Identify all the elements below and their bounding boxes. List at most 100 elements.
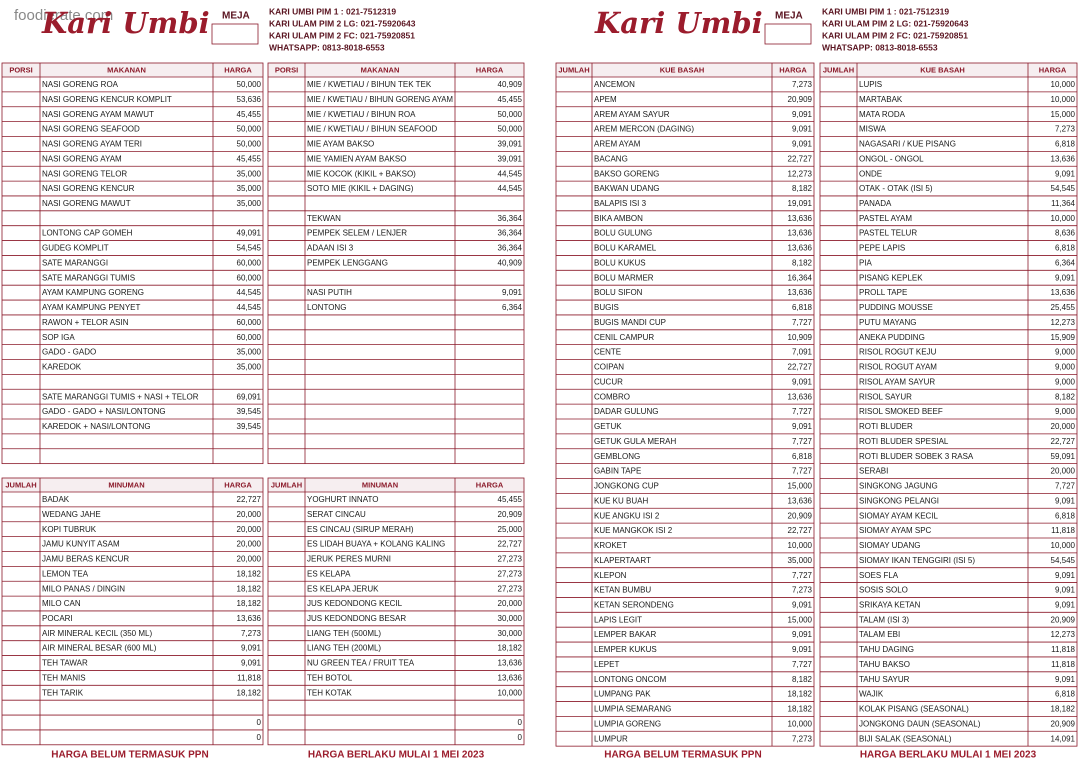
item-name: ES KELAPA (307, 569, 351, 578)
item-price: 27,273 (498, 569, 523, 578)
item-name: KOPI TUBRUK (42, 525, 97, 534)
item-name: TALAM (ISI 3) (859, 615, 909, 624)
item-price: 36,364 (498, 244, 523, 253)
item-name: AREM AYAM (594, 140, 641, 149)
item-price: 11,818 (1051, 645, 1075, 654)
item-name: BOLU KUKUS (594, 258, 646, 267)
column-header: HARGA (224, 480, 252, 489)
item-name: KAREDOK + NASI/LONTONG (42, 422, 151, 431)
item-price: 10,000 (1051, 541, 1076, 550)
item-name: KLAPERTAART (594, 556, 651, 565)
column-header: MAKANAN (361, 65, 400, 74)
item-price: 50,000 (498, 110, 523, 119)
item-name: PIA (859, 258, 873, 267)
item-price: 0 (518, 718, 523, 727)
column-header: HARGA (476, 65, 504, 74)
item-price: 9,091 (792, 645, 813, 654)
item-name: NASI GORENG AYAM MAWUT (42, 110, 154, 119)
footer-note: HARGA BERLAKU MULAI 1 MEI 2023 (860, 750, 1037, 761)
item-price: 9,091 (1055, 586, 1076, 595)
item-price: 9,000 (1055, 407, 1076, 416)
item-price: 12,273 (1051, 630, 1076, 639)
item-price: 7,273 (792, 734, 813, 743)
item-price: 13,636 (788, 496, 813, 505)
item-name: BACANG (594, 154, 628, 163)
column-header: JUMLAH (558, 65, 589, 74)
item-price: 0 (518, 733, 523, 742)
item-name: GADO - GADO (42, 348, 96, 357)
item-price: 9,091 (792, 125, 813, 134)
item-price: 30,000 (498, 614, 523, 623)
item-price: 20,000 (237, 540, 262, 549)
item-price: 18,182 (237, 569, 262, 578)
item-name: TEH MANIS (42, 673, 86, 682)
item-name: PISANG KEPLEK (859, 273, 923, 282)
item-price: 9,091 (1055, 675, 1076, 684)
item-price: 50,000 (237, 125, 262, 134)
item-price: 20,000 (237, 555, 262, 564)
item-name: PEMPEK SELEM / LENJER (307, 229, 407, 238)
item-name: JAMU KUNYIT ASAM (42, 540, 120, 549)
item-price: 19,091 (788, 199, 813, 208)
item-price: 35,000 (237, 184, 262, 193)
table-header-bg (268, 63, 524, 77)
item-price: 18,182 (237, 688, 262, 697)
item-price: 9,000 (1055, 377, 1076, 386)
item-name: JONGKONG DAUN (SEASONAL) (859, 719, 981, 728)
item-price: 6,818 (1055, 690, 1076, 699)
item-name: LONTONG CAP GOMEH (42, 229, 133, 238)
item-name: ADAAN ISI 3 (307, 244, 354, 253)
item-price: 39,091 (498, 140, 523, 149)
item-name: NASI GORENG AYAM (42, 154, 122, 163)
item-price: 13,636 (1051, 288, 1076, 297)
item-name: TAHU SAYUR (859, 675, 910, 684)
item-name: WAJIK (859, 690, 884, 699)
item-price: 9,091 (792, 140, 813, 149)
item-name: BADAK (42, 495, 70, 504)
item-price: 45,455 (498, 95, 523, 104)
item-price: 12,273 (788, 169, 813, 178)
item-name: PASTEL AYAM (859, 214, 912, 223)
item-name: LIANG TEH (500ML) (307, 629, 381, 638)
item-price: 9,091 (241, 659, 262, 668)
item-price: 13,636 (498, 659, 523, 668)
item-price: 7,727 (792, 407, 813, 416)
item-name: PEMPEK LENGGANG (307, 258, 388, 267)
item-price: 45,455 (237, 110, 262, 119)
logo: Kari Umbi (594, 6, 763, 40)
item-price: 10,000 (788, 719, 813, 728)
item-price: 69,091 (237, 392, 262, 401)
item-price: 18,182 (1051, 705, 1076, 714)
item-name: PASTEL TELUR (859, 229, 917, 238)
item-price: 35,000 (237, 363, 262, 372)
item-price: 20,909 (788, 511, 813, 520)
item-name: LUMPANG PAK (594, 690, 651, 699)
item-price: 18,182 (788, 705, 813, 714)
item-price: 9,091 (792, 422, 813, 431)
item-name: KETAN SERONDENG (594, 600, 674, 609)
item-price: 22,727 (788, 363, 813, 372)
item-name: RISOL SMOKED BEEF (859, 407, 943, 416)
table-border (1, 477, 264, 746)
item-price: 7,273 (792, 80, 813, 89)
item-price: 15,909 (1051, 333, 1076, 342)
item-name: TAHU BAKSO (859, 660, 910, 669)
item-price: 7,727 (792, 437, 813, 446)
item-name: AYAM KAMPUNG GORENG (42, 288, 144, 297)
item-name: LAPIS LEGIT (594, 615, 642, 624)
item-name: NASI PUTIH (307, 288, 352, 297)
item-name: TAHU DAGING (859, 645, 914, 654)
contact-line: KARI UMBI PIM 1 : 021-7512319 (822, 6, 949, 16)
item-price: 15,000 (788, 615, 813, 624)
item-price: 7,091 (792, 348, 813, 357)
item-price: 20,909 (498, 510, 523, 519)
item-name: PUTU MAYANG (859, 318, 916, 327)
item-name: SIOMAY AYAM KECIL (859, 511, 939, 520)
item-name: BAKSO GORENG (594, 169, 659, 178)
item-name: ROTI BLUDER (859, 422, 913, 431)
item-name: SOES FLA (859, 571, 899, 580)
item-price: 13,636 (788, 244, 813, 253)
item-name: KUE KU BUAH (594, 496, 648, 505)
